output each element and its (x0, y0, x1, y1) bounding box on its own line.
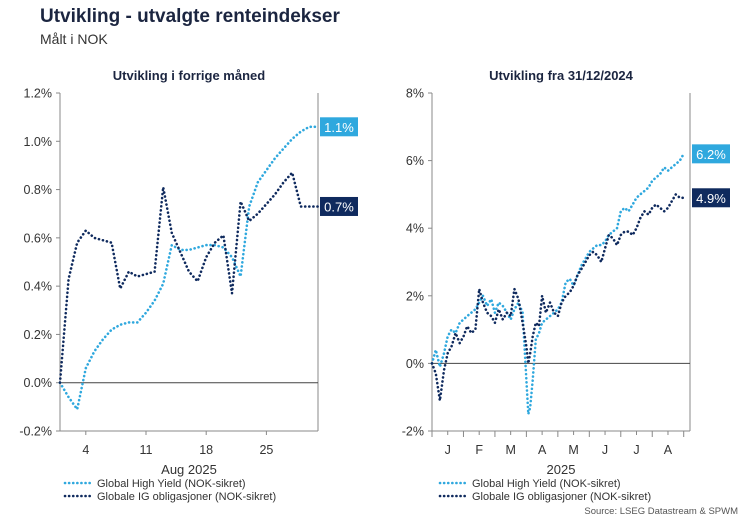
x-axis-label: Aug 2025 (161, 462, 217, 477)
chart-title: Utvikling fra 31/12/2024 (489, 68, 634, 83)
series-line-ig (430, 193, 686, 402)
legend-label: Globale IG obligasjoner (NOK-sikret) (472, 491, 651, 503)
end-value-label: 4.9% (696, 191, 726, 206)
x-tick-label: J (445, 443, 451, 457)
y-tick-label: -2% (402, 425, 424, 439)
x-tick-label: M (568, 443, 578, 457)
x-tick-label: J (633, 443, 639, 457)
source-note: Source: LSEG Datastream & SPWM (584, 506, 738, 517)
y-tick-label: 8% (406, 87, 424, 101)
end-value-label: 6.2% (696, 147, 726, 162)
x-tick-label: 11 (140, 443, 153, 457)
y-tick-label: 0.4% (24, 280, 53, 294)
end-value-box (320, 117, 358, 137)
y-tick-label: 1.2% (24, 87, 53, 101)
y-tick-label: 1.0% (24, 135, 53, 149)
x-tick-label: M (505, 443, 515, 457)
x-tick-label: 18 (199, 443, 213, 457)
series-line-ig (58, 171, 320, 385)
y-tick-label: 0% (406, 357, 424, 371)
page-subtitle: Målt i NOK (40, 31, 108, 47)
end-value-box (320, 196, 358, 216)
x-tick-label: A (664, 443, 673, 457)
y-tick-label: 4% (406, 222, 424, 236)
end-value-label: 0.7% (324, 199, 354, 214)
y-tick-label: 6% (406, 154, 424, 168)
y-tick-label: 0.6% (24, 231, 53, 245)
legend-label: Global High Yield (NOK-sikret) (472, 478, 621, 490)
x-axis-label: 2025 (547, 462, 576, 477)
x-tick-label: J (602, 443, 608, 457)
y-tick-label: 0.8% (24, 183, 53, 197)
series-line-high-yield (430, 152, 686, 416)
end-value-label: 1.1% (324, 120, 354, 135)
x-tick-label: 25 (259, 443, 273, 457)
end-value-box (692, 188, 730, 208)
chart-title: Utvikling i forrige måned (113, 68, 265, 83)
y-tick-label: 0.2% (24, 328, 53, 342)
x-tick-label: 4 (82, 443, 89, 457)
y-tick-label: 0.0% (24, 376, 53, 390)
series-line-high-yield (58, 125, 320, 411)
x-tick-label: F (475, 443, 483, 457)
y-tick-label: -0.2% (19, 425, 52, 439)
end-value-box (692, 144, 730, 164)
chart-panel-1: Utvikling i forrige måned -0.2% 0.0% 0.2% 0.… (19, 68, 358, 503)
legend-label: Globale IG obligasjoner (NOK-sikret) (97, 491, 276, 503)
legend-label: Global High Yield (NOK-sikret) (97, 478, 246, 490)
y-tick-label: 2% (406, 289, 424, 303)
chart-panel-2: Utvikling fra 31/12/2024 -2% 0% 2% 4% 6% 8% J F M… (402, 68, 730, 503)
x-tick-label: A (538, 443, 547, 457)
page-title: Utvikling - utvalgte renteindekser (40, 6, 340, 27)
